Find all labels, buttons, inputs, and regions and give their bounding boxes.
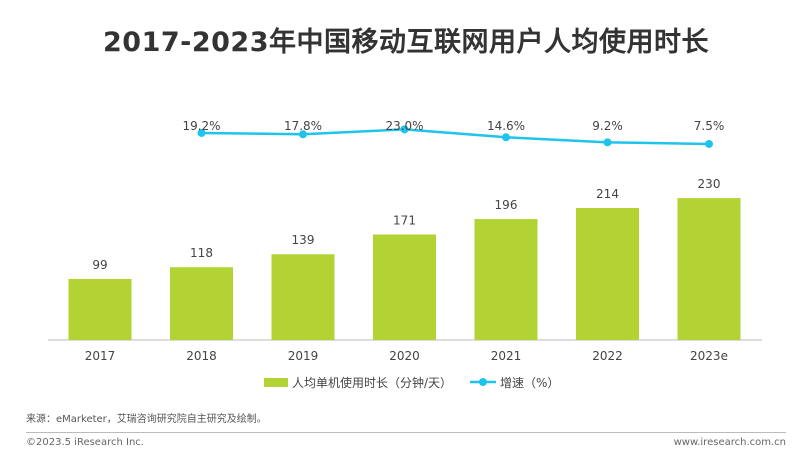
legend-bar-swatch xyxy=(264,378,288,387)
growth-label: 23.0% xyxy=(385,119,423,133)
bar-value-label: 99 xyxy=(92,258,107,272)
x-tick-label: 2019 xyxy=(288,349,319,363)
source-note: 来源：eMarketer，艾瑞咨询研究院自主研究及绘制。 xyxy=(26,414,267,425)
x-tick-label: 2022 xyxy=(592,349,623,363)
legend-bar-label: 人均单机使用时长（分钟/天） xyxy=(292,375,452,390)
bar-value-label: 230 xyxy=(698,177,721,191)
growth-point xyxy=(603,138,612,147)
bar-value-label: 171 xyxy=(393,213,416,227)
growth-line xyxy=(201,128,710,146)
growth-point xyxy=(400,125,409,134)
bar xyxy=(474,219,538,340)
x-tick-label: 2021 xyxy=(491,349,522,363)
growth-point xyxy=(502,133,510,142)
growth-label: 19.2% xyxy=(182,119,220,133)
bar-value-label: 214 xyxy=(596,187,619,201)
growth-label: 14.6% xyxy=(487,119,525,133)
bar-value-label: 196 xyxy=(495,198,518,212)
bar xyxy=(373,234,436,340)
bar xyxy=(576,207,639,340)
website-link[interactable]: www.iresearch.com.cn xyxy=(673,437,786,448)
x-tick-label: 2018 xyxy=(186,349,217,363)
chart: 99 2017 118 2018 139 2019 171 2020 196 2021 214 202… xyxy=(48,119,762,390)
bar xyxy=(271,254,335,340)
bar-value-label: 118 xyxy=(190,246,213,260)
legend-line-marker xyxy=(479,378,487,386)
growth-point xyxy=(299,130,307,139)
divider xyxy=(26,432,786,433)
copyright: ©2023.5 iResearch Inc. xyxy=(26,437,144,448)
growth-point xyxy=(705,139,713,148)
growth-label: 7.5% xyxy=(694,119,725,133)
x-tick-label: 2023e xyxy=(690,349,728,363)
legend-line-label: 增速（%） xyxy=(500,376,559,390)
x-tick-label: 2020 xyxy=(389,349,420,363)
x-tick-label: 2017 xyxy=(85,349,116,363)
bar xyxy=(677,198,741,340)
bar xyxy=(170,267,233,340)
growth-label: 9.2% xyxy=(592,119,623,133)
bar-value-label: 139 xyxy=(292,233,315,247)
chart-title: 2017-2023年中国移动互联网用户人均使用时长 xyxy=(103,27,709,58)
bar xyxy=(68,278,132,340)
growth-label: 17.8% xyxy=(284,119,322,133)
growth-point xyxy=(197,128,206,137)
